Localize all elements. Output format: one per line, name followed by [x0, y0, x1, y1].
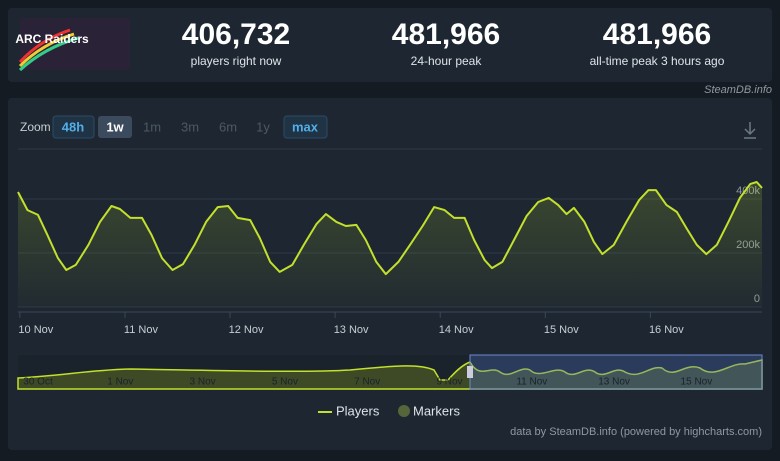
- zoom-option[interactable]: 1w: [106, 119, 124, 134]
- logo-stripe: [18, 28, 71, 64]
- zoom-label: Zoom: [20, 120, 51, 134]
- navigator-label: 3 Nov: [190, 377, 216, 388]
- zoom-option[interactable]: max: [292, 119, 319, 134]
- logo-stripe: [18, 36, 79, 72]
- x-tick-label: 15 Nov: [544, 324, 579, 336]
- stat-value: 406,732: [182, 18, 290, 51]
- zoom-button[interactable]: [98, 116, 132, 138]
- navigator-label: 30 Oct: [23, 377, 53, 388]
- stats-panel: [8, 8, 772, 82]
- legend-label[interactable]: Players: [336, 403, 380, 418]
- x-tick-label: 16 Nov: [649, 324, 684, 336]
- zoom-option: 1m: [143, 119, 161, 134]
- navigator-label: 11 Nov: [516, 377, 547, 388]
- download-icon[interactable]: [744, 122, 756, 139]
- zoom-button[interactable]: [52, 115, 95, 139]
- stat-label: 24-hour peak: [411, 54, 483, 68]
- zoom-button[interactable]: [283, 115, 328, 139]
- navigator-labels: 30 Oct 1 Nov 3 Nov 5 Nov 7 Nov 9 Nov 11 Nov 13 …: [23, 377, 712, 388]
- logo-stripe: [18, 32, 75, 68]
- navigator-label: 1 Nov: [107, 377, 133, 388]
- stat-label: players right now: [191, 54, 282, 68]
- legend-marker: [398, 405, 410, 417]
- x-tick-label: 12 Nov: [229, 324, 264, 336]
- navigator-label: 15 Nov: [681, 377, 713, 388]
- series-line: [17, 181, 763, 276]
- zoom-option: 1y: [256, 119, 270, 134]
- stat-label: all-time peak 3 hours ago: [590, 54, 725, 68]
- navigator-label: 7 Nov: [354, 377, 380, 388]
- x-tick-label: 14 Nov: [439, 324, 474, 336]
- x-tick-label: 11 Nov: [124, 324, 159, 336]
- navigator-label: 13 Nov: [598, 377, 630, 388]
- game-logo: [20, 18, 130, 70]
- brand: SteamDB.info: [704, 84, 772, 96]
- zoom-option[interactable]: 48h: [62, 119, 84, 134]
- logo-text: ARC Raiders: [15, 32, 89, 46]
- navigator-label: 5 Nov: [272, 377, 298, 388]
- x-tick-label: 13 Nov: [334, 324, 369, 336]
- navigator-series: [17, 359, 763, 390]
- series-area: [18, 182, 762, 307]
- legend-label[interactable]: Markers: [413, 403, 460, 418]
- stat-value: 481,966: [392, 18, 500, 51]
- navigator-label: 9 Nov: [436, 377, 462, 388]
- zoom-option: 3m: [181, 119, 199, 134]
- zoom-option: 6m: [219, 119, 237, 134]
- credit: data by SteamDB.info (powered by highcha…: [510, 426, 762, 438]
- x-tick-label: 10 Nov: [18, 324, 53, 336]
- stat-value: 481,966: [603, 18, 711, 51]
- navigator-handle[interactable]: [467, 366, 473, 378]
